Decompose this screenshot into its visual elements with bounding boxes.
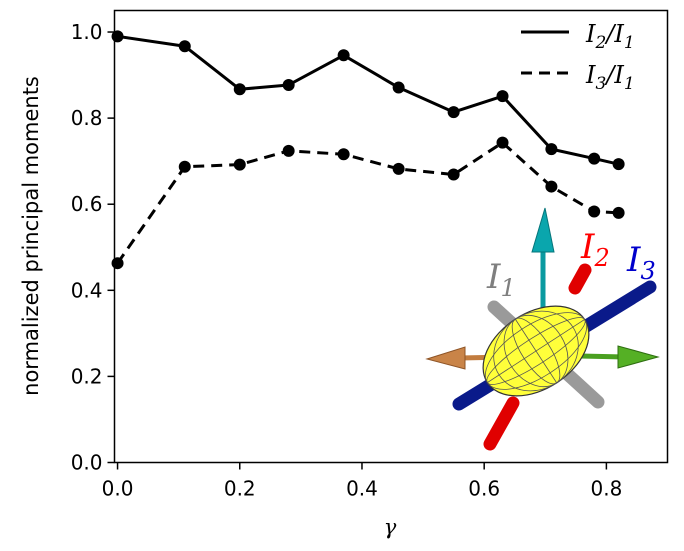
x-tick-label: 0.6 [468, 477, 500, 501]
axes-frame [113, 9, 669, 464]
data-point [233, 83, 246, 96]
ellipsoid [482, 305, 590, 397]
x-tick-label: 0.4 [346, 477, 378, 501]
data-point [233, 158, 246, 171]
ellipsoid-inset: I1 I2 I3 [425, 207, 660, 451]
x-tick-label: 0.8 [590, 477, 622, 501]
inset-label-i1: I1 [486, 257, 516, 302]
y-tick-label: 0.2 [71, 364, 103, 388]
data-point [178, 40, 191, 53]
legend: I2/I1 I3/I1 [521, 20, 635, 94]
data-point [337, 49, 350, 62]
data-point [282, 144, 295, 157]
data-point [545, 180, 558, 193]
data-point [178, 160, 191, 173]
data-point [545, 143, 558, 156]
data-point [447, 106, 460, 119]
series-line-i3-i1 [116, 141, 619, 265]
y-tick-label: 0.6 [71, 192, 103, 216]
data-point [392, 81, 405, 94]
data-point [392, 162, 405, 175]
y-tick-label: 0.0 [71, 451, 103, 475]
data-point [588, 152, 601, 165]
data-point [612, 158, 625, 171]
inset-label-i2: I2 [580, 227, 610, 272]
data-point [496, 136, 509, 149]
data-point [588, 205, 601, 218]
y-tick-label: 0.8 [71, 106, 103, 130]
y-axis-label: normalized principal moments [19, 76, 43, 396]
legend-label-i2-i1: I2/I1 [585, 20, 635, 53]
legend-label-i3-i1: I3/I1 [585, 61, 635, 94]
x-tick-label: 0.2 [224, 477, 256, 501]
i2-axis-rod-top [568, 263, 592, 295]
y-tick-label: 1.0 [71, 20, 103, 44]
x-tick-label: 0.0 [102, 477, 134, 501]
x-axis-label: γ [384, 515, 397, 539]
data-point [496, 90, 509, 103]
inset-label-i3: I3 [626, 240, 656, 285]
data-point [447, 168, 460, 181]
y-tick-label: 0.4 [71, 278, 103, 302]
data-point [282, 78, 295, 91]
data-point [337, 148, 350, 161]
data-point [111, 257, 124, 270]
axis-ticks: 0.0 0.2 0.4 0.6 0.8 0.0 0.2 0.4 0.6 0.8 1.0 [71, 20, 623, 500]
green-arrow-icon [579, 345, 660, 369]
i2-axis-rod-bottom [483, 396, 520, 451]
series-line-i2-i1 [117, 34, 619, 166]
data-point [612, 206, 625, 219]
data-point [111, 30, 124, 43]
